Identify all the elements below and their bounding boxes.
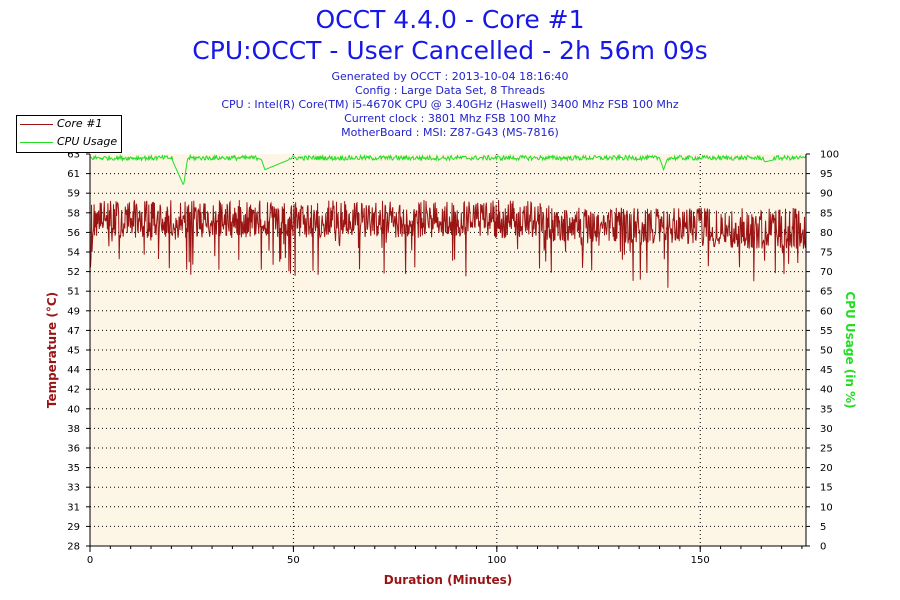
y-tick-label: 40 [67,404,80,415]
legend-label-core1: Core #1 [57,117,103,130]
legend-swatch-cpu-usage [20,142,53,143]
y-axis-title: Temperature (°C) [45,292,59,408]
info-config: Config : Large Data Set, 8 Threads [355,84,545,97]
y2-tick-label: 95 [820,169,833,180]
y-tick-label: 59 [67,189,80,200]
x-tick-label: 50 [287,555,300,566]
info-generated: Generated by OCCT : 2013-10-04 18:16:40 [331,70,569,83]
y2-tick-label: 55 [820,326,833,337]
y2-tick-label: 85 [820,208,833,219]
y2-tick-label: 10 [820,502,833,513]
y-tick-label: 49 [67,306,80,317]
y2-tick-label: 45 [820,365,833,376]
x-tick-label: 100 [487,555,506,566]
y-tick-label: 54 [67,248,80,259]
y2-tick-label: 90 [820,189,833,200]
y-tick-label: 47 [67,326,80,337]
y-tick-label: 44 [67,365,80,376]
x-tick-label: 150 [691,555,710,566]
y2-tick-label: 75 [820,248,833,259]
y2-tick-label: 25 [820,444,833,455]
y2-tick-label: 80 [820,228,833,239]
y2-tick-label: 60 [820,306,833,317]
y-tick-label: 52 [67,267,80,278]
y-tick-label: 61 [67,169,80,180]
y-tick-label: 63 [67,150,80,161]
y2-tick-label: 20 [820,463,833,474]
y-tick-label: 45 [67,346,80,357]
y2-tick-label: 100 [820,150,839,161]
legend-swatch-core1 [20,124,53,125]
y2-tick-label: 0 [820,542,826,553]
legend: Core #1 CPU Usage [16,115,122,153]
y2-tick-label: 70 [820,267,833,278]
y-tick-label: 33 [67,483,80,494]
info-cpu: CPU : Intel(R) Core(TM) i5-4670K CPU @ 3… [221,98,679,111]
chart-title: OCCT 4.4.0 - Core #1 [315,5,585,34]
y-tick-label: 35 [67,463,80,474]
legend-label-cpu-usage: CPU Usage [57,135,118,148]
y-tick-label: 58 [67,208,80,219]
y-tick-label: 28 [67,542,80,553]
chart-subtitle: CPU:OCCT - User Cancelled - 2h 56m 09s [192,36,708,65]
y2-tick-label: 5 [820,522,826,533]
y-tick-label: 29 [67,522,80,533]
y-tick-label: 38 [67,424,80,435]
x-tick-label: 0 [87,555,93,566]
series-core1-line [89,199,807,288]
x-axis-title: Duration (Minutes) [384,573,512,587]
y2-tick-label: 50 [820,346,833,357]
y2-tick-label: 15 [820,483,833,494]
y2-tick-label: 40 [820,385,833,396]
y-tick-label: 51 [67,287,80,298]
y-tick-label: 31 [67,502,80,513]
y2-tick-label: 65 [820,287,833,298]
info-current-clock: Current clock : 3801 Mhz FSB 100 Mhz [344,112,556,125]
legend-item-cpu-usage: CPU Usage [17,134,121,150]
y2-tick-label: 30 [820,424,833,435]
legend-item-core1: Core #1 [17,116,121,132]
y-tick-label: 36 [67,444,80,455]
series-cpu-usage-line [89,153,807,186]
y2-tick-label: 35 [820,404,833,415]
y-tick-label: 56 [67,228,80,239]
info-motherboard: MotherBoard : MSI: Z87-G43 (MS-7816) [341,126,559,139]
y-tick-label: 42 [67,385,80,396]
y2-axis-title: CPU Usage (in %) [843,291,857,408]
